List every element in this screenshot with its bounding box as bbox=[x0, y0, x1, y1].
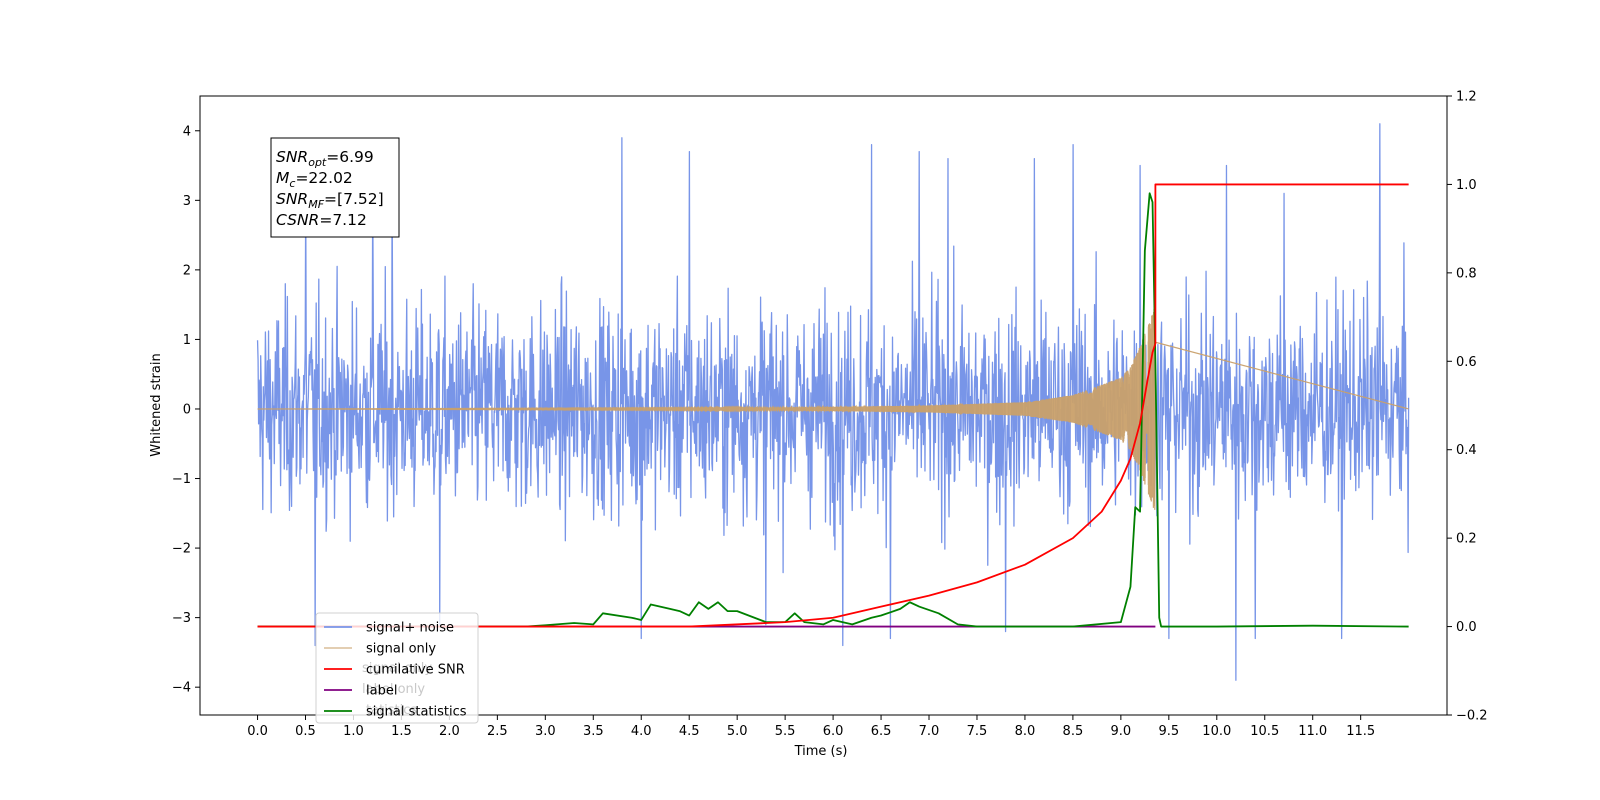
x-axis-label: Time (s) bbox=[794, 744, 848, 759]
plot-frame bbox=[199, 95, 1448, 716]
x-tick-label: 9.0 bbox=[1111, 724, 1132, 739]
x-tick-label: 2.0 bbox=[439, 724, 460, 739]
x-axis: 0.0 0.5 1.0 1.5 2.0 2.5 3.0 3.5 4.0 4.5 5.0 5.5 6.0 6… bbox=[247, 715, 1375, 739]
x-tick-label: 3.5 bbox=[583, 724, 604, 739]
x-tick-label: 7.0 bbox=[919, 724, 940, 739]
x-tick-label: 6.5 bbox=[871, 724, 892, 739]
x-tick-label: 7.5 bbox=[967, 724, 988, 739]
x-tick-label: 0.5 bbox=[295, 724, 316, 739]
x-tick-label: 1.5 bbox=[391, 724, 412, 739]
y2-tick-label: 0.6 bbox=[1456, 355, 1477, 370]
x-tick-label: 0.0 bbox=[247, 724, 268, 739]
y-tick-label: 4 bbox=[183, 124, 191, 139]
y-tick-label: 1 bbox=[183, 333, 191, 348]
annotation-line: Mc=22.02 bbox=[276, 169, 353, 190]
annotation-line: CSNR=7.12 bbox=[276, 211, 367, 229]
y-tick-label: −1 bbox=[172, 472, 191, 487]
y2-tick-label: 0.4 bbox=[1456, 443, 1477, 458]
legend-entry: signal statistics bbox=[366, 705, 467, 720]
x-tick-label: 2.5 bbox=[487, 724, 508, 739]
x-tick-label: 4.0 bbox=[631, 724, 652, 739]
x-tick-label: 11.0 bbox=[1298, 724, 1327, 739]
y2-tick-label: 0.8 bbox=[1456, 266, 1477, 281]
ghost-legend-text: tatistics bbox=[366, 703, 417, 718]
annotation-line: SNRopt=6.99 bbox=[276, 148, 374, 169]
legend-entry: signal+ noise bbox=[366, 621, 454, 636]
y-tick-label: 0 bbox=[183, 402, 191, 417]
y-tick-label: −4 bbox=[172, 681, 191, 696]
legend-frame bbox=[315, 612, 479, 724]
legend-entry: cumilative SNR bbox=[366, 663, 465, 678]
annotation-line: SNRMF=[7.52] bbox=[276, 190, 384, 211]
y-axis-right: 1.2 1.0 0.8 0.6 0.4 0.2 0.0 −0.2 bbox=[1447, 90, 1488, 724]
y2-tick-label: 1.2 bbox=[1456, 90, 1477, 105]
ghost-legend-text: signal only bbox=[362, 661, 432, 676]
x-tick-label: 10.5 bbox=[1250, 724, 1279, 739]
y2-tick-label: 1.0 bbox=[1456, 178, 1477, 193]
series-cumilative-snr bbox=[257, 183, 1409, 628]
y2-tick-label: −0.2 bbox=[1456, 709, 1488, 724]
series-signal-statistics bbox=[257, 192, 1409, 628]
series-signal-only bbox=[257, 305, 1409, 510]
y2-tick-label: 0.2 bbox=[1456, 532, 1477, 547]
y-axis-left: 4 3 2 1 0 −1 −2 −3 −4 bbox=[172, 124, 200, 696]
x-tick-label: 10.0 bbox=[1202, 724, 1231, 739]
y2-tick-label: 0.0 bbox=[1456, 620, 1477, 635]
x-tick-label: 11.5 bbox=[1346, 724, 1375, 739]
x-tick-label: 1.0 bbox=[343, 724, 364, 739]
x-tick-label: 5.0 bbox=[727, 724, 748, 739]
y-axis-label: Whitened strain bbox=[149, 353, 164, 456]
legend-entry: label bbox=[366, 684, 397, 699]
legend-entry: signal only bbox=[366, 642, 436, 657]
ghost-legend-text: label only bbox=[362, 682, 425, 697]
x-tick-label: 8.5 bbox=[1063, 724, 1084, 739]
x-tick-label: 8.0 bbox=[1015, 724, 1036, 739]
x-tick-label: 4.5 bbox=[679, 724, 700, 739]
x-tick-label: 6.0 bbox=[823, 724, 844, 739]
y-tick-label: 2 bbox=[183, 263, 191, 278]
y-tick-label: −2 bbox=[172, 542, 191, 557]
annotation-frame bbox=[270, 137, 400, 238]
x-tick-label: 3.0 bbox=[535, 724, 556, 739]
x-tick-label: 9.5 bbox=[1158, 724, 1179, 739]
y-tick-label: −3 bbox=[172, 611, 191, 626]
y-tick-label: 3 bbox=[183, 194, 191, 209]
legend: signal only label only tatistics signal+ no… bbox=[315, 612, 479, 724]
x-tick-label: 5.5 bbox=[775, 724, 796, 739]
